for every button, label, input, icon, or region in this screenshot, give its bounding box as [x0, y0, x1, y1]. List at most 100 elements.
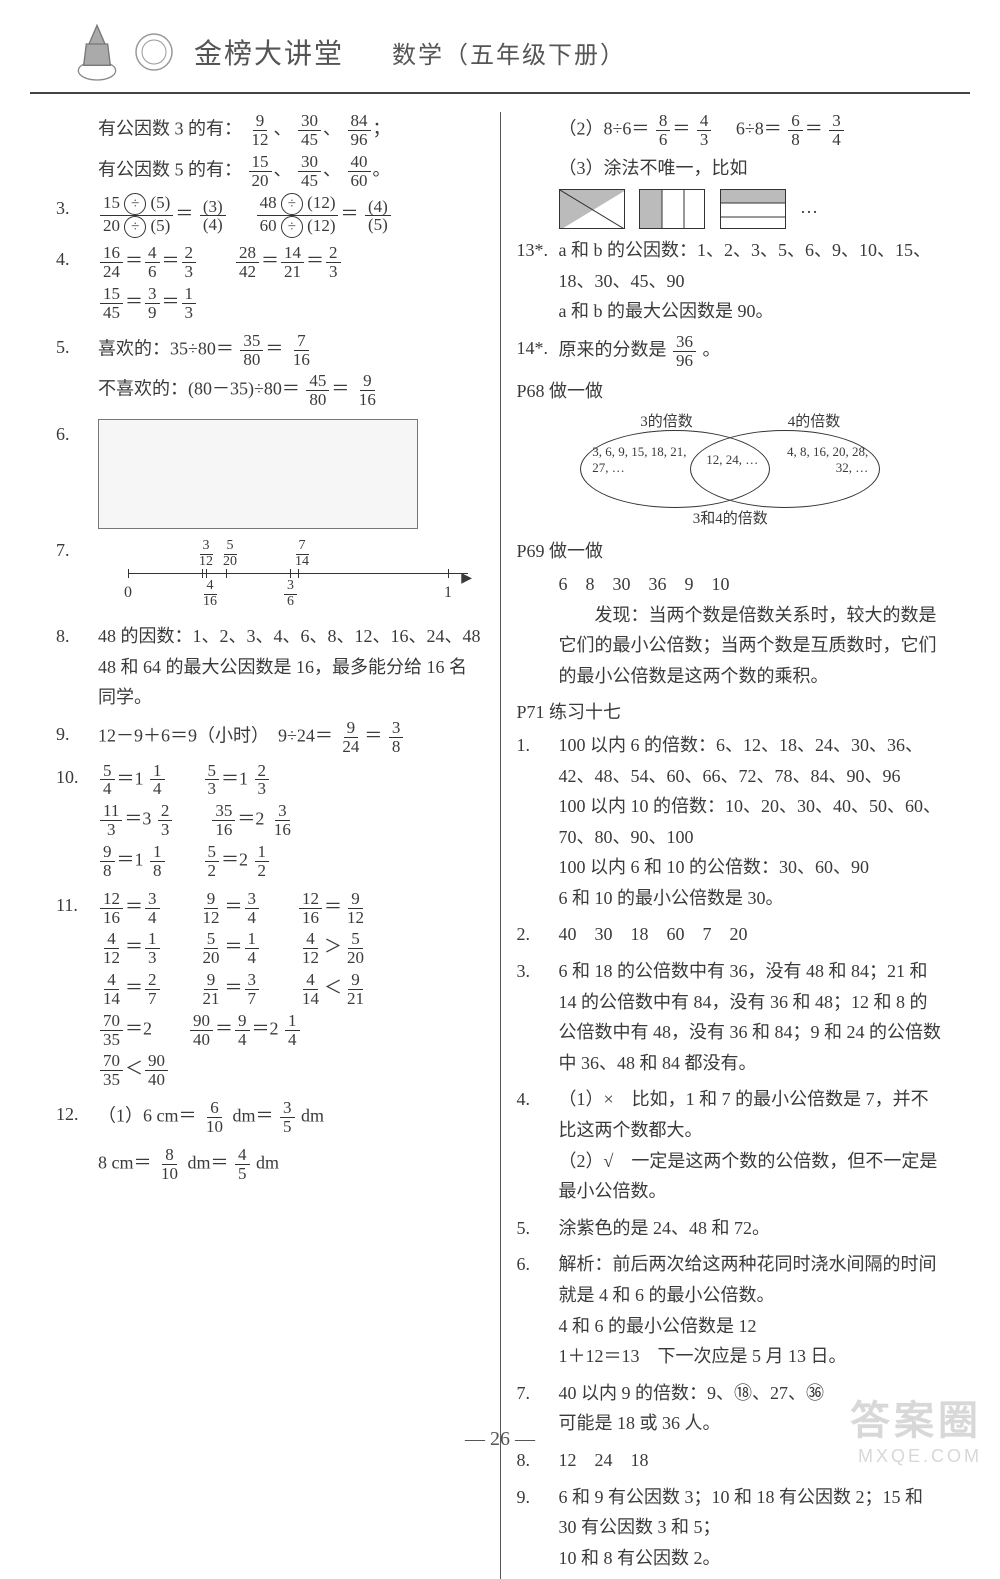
page-header: 金榜大讲堂 数学（五年级下册） — [30, 0, 970, 94]
fraction: 34 — [245, 890, 260, 927]
fraction: 23 — [158, 802, 173, 839]
fraction: 916 — [356, 372, 379, 409]
fraction: 716 — [290, 332, 313, 369]
text: 6÷8＝ — [718, 118, 782, 138]
item-number: 2. — [517, 919, 559, 950]
fraction: 4580 — [306, 372, 329, 409]
p71-q6: 6.解析：前后两次给这两种花同时浇水间隔的时间就是 4 和 6 的最小公倍数。4… — [517, 1249, 945, 1371]
p71-q2: 2.40 30 18 60 7 20 — [517, 919, 945, 950]
title-subject: 数学 — [392, 43, 444, 69]
fraction: 13 — [182, 285, 197, 322]
item-number: 11. — [56, 890, 98, 1093]
item-number: 8. — [56, 621, 98, 713]
fraction: 1545 — [100, 285, 123, 322]
p71-q5: 5.涂紫色的是 24、48 和 72。 — [517, 1213, 945, 1244]
text: dm — [256, 1152, 279, 1172]
item-number: 4. — [517, 1084, 559, 1206]
fraction: (3)(4) — [200, 198, 226, 235]
text: 6 和 18 的公倍数中有 36，没有 48 和 84；21 和 14 的公倍数… — [559, 956, 945, 1078]
venn-right: 4, 8, 16, 20, 28, 32, … — [768, 444, 868, 475]
pre-lines: 有公因数 3 的有： 912、 3045、 8496； 有公因数 5 的有： 1… — [56, 112, 484, 189]
text: dm＝ — [233, 1106, 274, 1126]
text: 100 以内 10 的倍数：10、20、30、40、50、60、70、80、90… — [559, 791, 945, 852]
fraction: 13 — [145, 930, 160, 967]
venn-mid: 12, 24, … — [704, 452, 760, 468]
q14: 14*. 原来的分数是 3696 。 — [517, 333, 945, 370]
text: （1）× 比如，1 和 7 的最小公倍数是 7，并不比这两个数都大。 — [559, 1084, 945, 1145]
fraction: 37 — [245, 971, 260, 1008]
title-main: 金榜大讲堂 — [194, 39, 344, 70]
item-number: 12. — [56, 1099, 98, 1186]
circle-op: ÷ — [281, 193, 303, 215]
fraction: 921 — [344, 971, 367, 1008]
item-number: 9. — [517, 1482, 559, 1574]
text: dm＝ — [188, 1152, 229, 1172]
fraction: 912 — [249, 112, 272, 149]
fraction: 3516 — [212, 802, 235, 839]
item-number: 3. — [517, 956, 559, 1078]
venn-label: 3和4的倍数 — [570, 507, 890, 533]
fraction: 54 — [100, 762, 115, 799]
shade-box — [720, 189, 786, 229]
fraction: 316 — [271, 802, 294, 839]
text: （2）√ 一定是这两个数的公倍数，但不一定是最小公倍数。 — [559, 1146, 945, 1207]
fraction: 27 — [145, 971, 160, 1008]
fraction: 68 — [788, 112, 803, 149]
fraction: 14 — [245, 930, 260, 967]
text: 原来的分数是 — [559, 340, 667, 360]
item-number: 7. — [56, 535, 98, 615]
fraction: 3580 — [240, 332, 263, 369]
fraction: 1624 — [100, 244, 123, 281]
circle-op: ÷ — [124, 216, 146, 238]
text: 48 的因数：1、2、3、4、6、8、12、16、24、48 — [98, 621, 484, 652]
fraction: 53 — [205, 762, 220, 799]
item-number: 4. — [56, 244, 98, 325]
text: 12－9＋6＝9（小时） 9÷24＝ — [98, 725, 333, 745]
fraction: 924 — [339, 719, 362, 756]
item-number: 5. — [56, 332, 98, 413]
fraction: 2842 — [236, 244, 259, 281]
fraction: 9040 — [190, 1012, 213, 1049]
q11: 11. 1216＝34 912＝34 1216＝912412＝13 520＝14… — [56, 890, 484, 1093]
q7: 7. ▶ 3125207140416361 — [56, 535, 484, 615]
fraction: 7035 — [100, 1052, 123, 1089]
item-number: 1. — [517, 730, 559, 914]
q10: 10. 54＝1 14 53＝1 23113＝3 23 3516＝2 31698… — [56, 762, 484, 884]
content-columns: 有公因数 3 的有： 912、 3045、 8496； 有公因数 5 的有： 1… — [0, 94, 1000, 1579]
title-grade: （五年级下册） — [444, 43, 626, 69]
fraction: 3045 — [298, 153, 321, 190]
fraction: 1216 — [299, 890, 322, 927]
text: 6 和 9 有公因数 3；10 和 18 有公因数 2；15 和 30 有公因数… — [559, 1482, 945, 1543]
q9: 9. 12－9＋6＝9（小时） 9÷24＝ 924＝ 38 — [56, 719, 484, 756]
fraction: 14 — [285, 1012, 300, 1049]
text: 喜欢的： — [98, 338, 170, 358]
fraction: 94 — [235, 1012, 250, 1049]
fraction: 86 — [656, 112, 671, 149]
fraction: 610 — [203, 1099, 226, 1136]
text: 100 以内 6 的倍数：6、12、18、24、30、36、42、48、54、6… — [559, 730, 945, 791]
fraction: 9040 — [145, 1052, 168, 1089]
fraction: 35 — [280, 1099, 295, 1136]
fraction: 921 — [200, 971, 223, 1008]
text: 6 和 10 的最小公倍数是 30。 — [559, 883, 945, 914]
item-number: 10. — [56, 762, 98, 884]
text: 发现：当两个数是倍数关系时，较大的数是它们的最小公倍数；当两个数是互质数时，它们… — [559, 600, 945, 692]
number-line: ▶ 3125207140416361 — [128, 539, 468, 609]
fraction: 15 ÷ (5) 20 ÷ (5) — [100, 193, 173, 238]
text: 10 和 8 有公因数 2。 — [559, 1543, 945, 1574]
watermark-text: 答案圈 — [850, 1388, 982, 1446]
fraction: 912 — [344, 890, 367, 927]
fraction: 23 — [182, 244, 197, 281]
q8: 8. 48 的因数：1、2、3、4、6、8、12、16、24、48 48 和 6… — [56, 621, 484, 713]
venn-left: 3, 6, 9, 15, 18, 21, 27, … — [592, 444, 692, 475]
section-heading: P69 做一做 — [517, 536, 945, 567]
fraction: 98 — [100, 843, 115, 880]
fraction: 46 — [145, 244, 160, 281]
fraction: 414 — [100, 971, 123, 1008]
fraction: 912 — [200, 890, 223, 927]
fraction: 52 — [205, 843, 220, 880]
shade-box — [639, 189, 705, 229]
fraction: 520 — [200, 930, 223, 967]
item-number: 6. — [56, 419, 98, 529]
text: 40 30 18 60 7 20 — [559, 919, 945, 950]
